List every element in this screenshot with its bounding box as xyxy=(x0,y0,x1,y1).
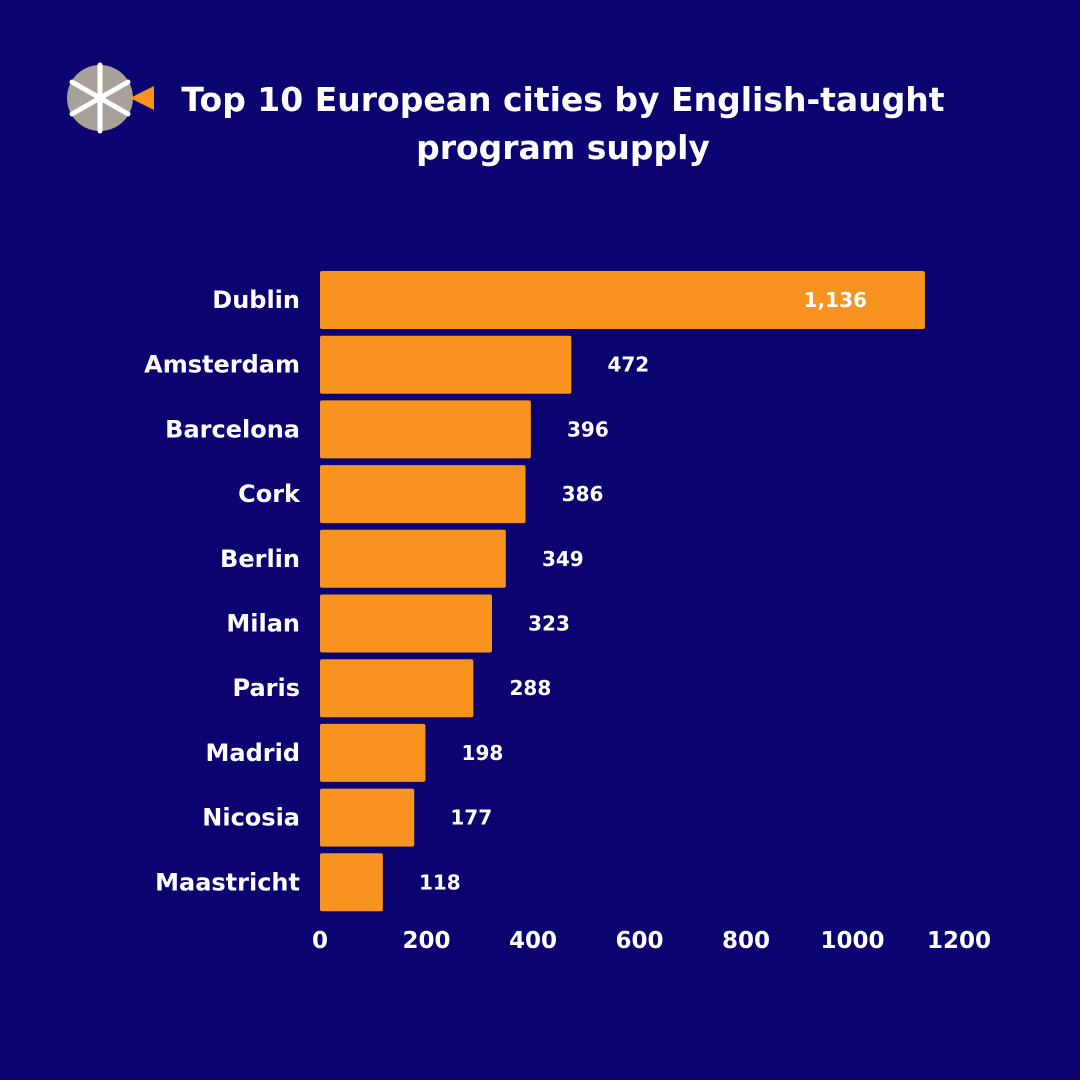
bar-milan xyxy=(320,594,492,653)
category-label-madrid: Madrid xyxy=(206,739,301,767)
category-label-nicosia: Nicosia xyxy=(202,804,300,832)
category-label-amsterdam: Amsterdam xyxy=(144,351,300,379)
data-labels-group: 1,136 472 396 386 349 323 288 198 177 118 xyxy=(419,288,867,894)
category-label-milan: Milan xyxy=(226,610,300,638)
x-tick-label-200: 200 xyxy=(402,928,450,954)
data-label-nicosia: 177 xyxy=(450,806,492,830)
bar-maastricht xyxy=(320,853,383,912)
bars-group xyxy=(320,271,925,912)
bar-amsterdam xyxy=(320,335,572,394)
category-label-dublin: Dublin xyxy=(212,286,300,314)
category-label-maastricht: Maastricht xyxy=(155,868,300,896)
logo-arrow xyxy=(130,86,154,110)
data-label-berlin: 349 xyxy=(542,547,584,571)
bar-barcelona xyxy=(320,400,531,459)
category-label-paris: Paris xyxy=(233,674,301,702)
bar-nicosia xyxy=(320,788,415,847)
data-label-amsterdam: 472 xyxy=(607,353,649,377)
bar-dublin xyxy=(320,271,925,329)
x-tick-label-600: 600 xyxy=(615,928,663,954)
x-tick-label-800: 800 xyxy=(722,928,770,954)
bar-cork xyxy=(320,465,526,524)
logo-asterisk xyxy=(69,62,131,134)
category-label-barcelona: Barcelona xyxy=(165,415,300,443)
category-label-cork: Cork xyxy=(238,480,301,508)
bar-berlin xyxy=(320,529,506,588)
category-label-berlin: Berlin xyxy=(220,545,300,573)
x-tick-label-1000: 1000 xyxy=(820,928,884,954)
chart-title: Top 10 European cities by English-taught… xyxy=(181,80,945,167)
bar-paris xyxy=(320,659,474,718)
x-tick-label-400: 400 xyxy=(509,928,557,954)
data-label-cork: 386 xyxy=(562,482,604,506)
x-axis-ticks-group: 0 200 400 600 800 1000 1200 xyxy=(312,928,991,954)
data-label-barcelona: 396 xyxy=(567,417,609,441)
x-tick-label-0: 0 xyxy=(312,928,328,954)
bar-madrid xyxy=(320,723,426,782)
brand-logo-icon xyxy=(67,62,154,134)
x-tick-label-1200: 1200 xyxy=(927,928,991,954)
category-labels-group: Dublin Amsterdam Barcelona Cork Berlin Milan P… xyxy=(144,286,301,896)
data-label-paris: 288 xyxy=(509,676,551,700)
data-label-dublin: 1,136 xyxy=(804,288,867,312)
data-label-madrid: 198 xyxy=(462,741,504,765)
data-label-milan: 323 xyxy=(528,612,570,636)
data-label-maastricht: 118 xyxy=(419,870,461,894)
